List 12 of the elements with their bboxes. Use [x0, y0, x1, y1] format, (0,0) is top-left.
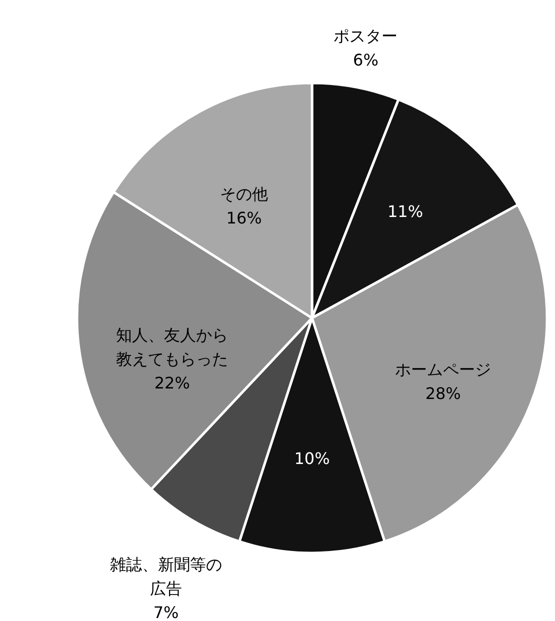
slice-label: 雑誌、新聞等の広告 — [110, 554, 222, 598]
data-label: 7% — [153, 602, 179, 621]
data-label: 6% — [353, 50, 378, 70]
slice-label: ホームページ — [395, 360, 492, 379]
slice-label: その他 — [220, 184, 268, 204]
data-label: 10% — [294, 449, 330, 468]
slice-label: 知人、友人から教えてもらった — [116, 326, 228, 369]
data-label: 11% — [387, 202, 424, 222]
data-label: 16% — [226, 208, 262, 228]
slice-label: ポスター — [334, 26, 398, 46]
data-label: 28% — [425, 384, 461, 403]
data-label: 22% — [154, 374, 190, 393]
